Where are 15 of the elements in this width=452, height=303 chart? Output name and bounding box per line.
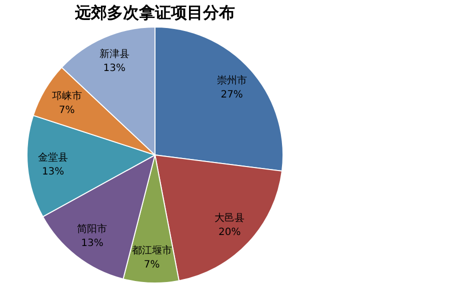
- data-label: 13%: [42, 166, 64, 178]
- data-label: 7%: [144, 259, 160, 270]
- slice-label: 简阳市: [77, 222, 108, 235]
- data-label: 13%: [103, 63, 126, 74]
- data-label: 7%: [58, 104, 75, 116]
- slice-label: 大邑县: [214, 212, 245, 224]
- slice-label: 崇州市: [216, 74, 247, 86]
- slice-label: 金堂县: [38, 152, 68, 164]
- data-label: 13%: [81, 238, 104, 249]
- slice-label: 都江堰市: [132, 244, 172, 256]
- slice-label: 邛崃市: [52, 90, 82, 102]
- slice-label: 新津县: [99, 48, 130, 60]
- chart-title: 远郊多次拿证项目分布: [74, 3, 235, 22]
- data-label: 20%: [218, 227, 241, 238]
- data-label: 27%: [220, 89, 243, 100]
